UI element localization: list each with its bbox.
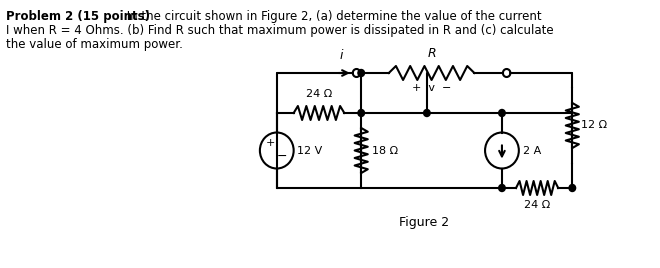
Text: R: R	[427, 47, 436, 60]
Text: Figure 2: Figure 2	[399, 216, 449, 229]
Text: 18 Ω: 18 Ω	[372, 146, 398, 155]
Text: +  v  −: + v −	[412, 83, 451, 93]
Text: i: i	[340, 49, 343, 62]
Circle shape	[499, 184, 506, 192]
Text: Problem 2 (15 points): Problem 2 (15 points)	[6, 10, 150, 23]
Circle shape	[499, 110, 506, 117]
Text: In the circuit shown in Figure 2, (a) determine the value of the current: In the circuit shown in Figure 2, (a) de…	[123, 10, 542, 23]
Text: I when R = 4 Ohms. (b) Find R such that maximum power is dissipated in R and (c): I when R = 4 Ohms. (b) Find R such that …	[6, 24, 553, 37]
Circle shape	[358, 110, 364, 117]
Text: 2 A: 2 A	[523, 146, 541, 155]
Text: 12 Ω: 12 Ω	[581, 121, 607, 131]
Text: 12 V: 12 V	[298, 146, 323, 155]
Text: −: −	[277, 150, 286, 163]
Text: +: +	[265, 139, 275, 148]
Circle shape	[424, 110, 430, 117]
Text: 24 Ω: 24 Ω	[306, 89, 332, 99]
Circle shape	[358, 69, 364, 76]
Text: 24 Ω: 24 Ω	[524, 200, 550, 210]
Circle shape	[569, 184, 576, 192]
Text: the value of maximum power.: the value of maximum power.	[6, 38, 183, 51]
